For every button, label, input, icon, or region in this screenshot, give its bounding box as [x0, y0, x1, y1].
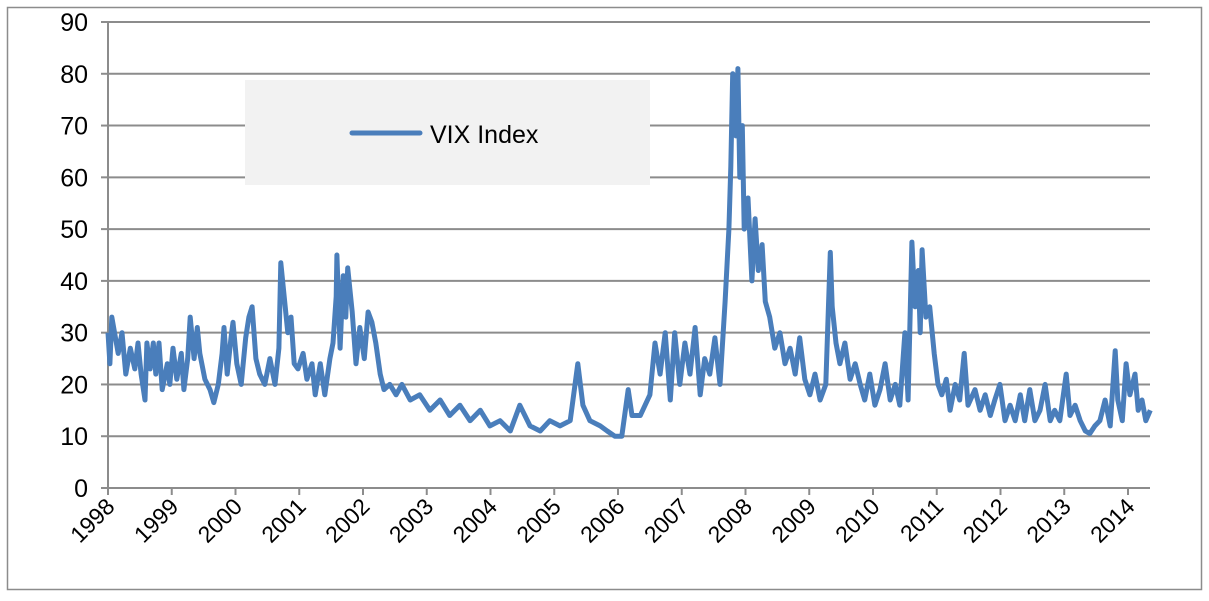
y-tick-label: 70: [60, 113, 88, 141]
y-tick-label: 10: [60, 423, 88, 451]
y-tick-label: 50: [60, 216, 88, 244]
y-tick-label: 0: [74, 475, 88, 503]
y-tick-label: 20: [60, 371, 88, 399]
legend-label: VIX Index: [430, 121, 539, 149]
y-tick-label: 60: [60, 164, 88, 192]
y-tick-label: 30: [60, 320, 88, 348]
legend: VIX Index: [245, 80, 650, 185]
y-tick-label: 80: [60, 61, 88, 89]
y-tick-label: 40: [60, 268, 88, 296]
y-tick-label: 90: [60, 9, 88, 37]
